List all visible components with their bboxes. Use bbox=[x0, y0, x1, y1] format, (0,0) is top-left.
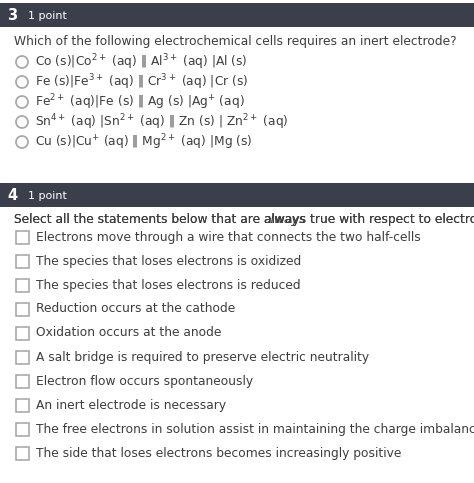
Text: Select all the statements below that are always true with respect to electrochem: Select all the statements below that are… bbox=[14, 213, 474, 226]
Text: Fe (s)|Fe$^{3+}$ (aq) $\|$ Cr$^{3+}$ (aq) |Cr (s): Fe (s)|Fe$^{3+}$ (aq) $\|$ Cr$^{3+}$ (aq… bbox=[35, 72, 248, 92]
FancyBboxPatch shape bbox=[16, 351, 29, 364]
Text: Reduction occurs at the cathode: Reduction occurs at the cathode bbox=[36, 302, 235, 315]
Text: always: always bbox=[264, 213, 306, 226]
FancyBboxPatch shape bbox=[16, 374, 29, 387]
FancyBboxPatch shape bbox=[16, 302, 29, 315]
FancyBboxPatch shape bbox=[16, 230, 29, 243]
Bar bbox=[0, 3, 474, 27]
Text: Oxidation occurs at the anode: Oxidation occurs at the anode bbox=[36, 327, 221, 340]
Text: 1 point: 1 point bbox=[28, 191, 67, 201]
Text: Electron flow occurs spontaneously: Electron flow occurs spontaneously bbox=[36, 374, 253, 387]
Text: The free electrons in solution assist in maintaining the charge imbalance: The free electrons in solution assist in… bbox=[36, 423, 474, 436]
FancyBboxPatch shape bbox=[16, 423, 29, 436]
FancyBboxPatch shape bbox=[16, 398, 29, 412]
Text: 3: 3 bbox=[7, 9, 17, 24]
Text: The species that loses electrons is reduced: The species that loses electrons is redu… bbox=[36, 279, 301, 292]
Text: Co (s)|Co$^{2+}$ (aq) $\|$ Al$^{3+}$ (aq) |Al (s): Co (s)|Co$^{2+}$ (aq) $\|$ Al$^{3+}$ (aq… bbox=[35, 52, 247, 72]
Text: Electrons move through a wire that connects the two half-cells: Electrons move through a wire that conne… bbox=[36, 230, 421, 243]
FancyBboxPatch shape bbox=[16, 446, 29, 459]
Bar bbox=[0, 183, 474, 207]
Text: Sn$^{4+}$ (aq) |Sn$^{2+}$ (aq) $\|$ Zn (s) | Zn$^{2+}$ (aq): Sn$^{4+}$ (aq) |Sn$^{2+}$ (aq) $\|$ Zn (… bbox=[35, 112, 289, 132]
FancyBboxPatch shape bbox=[16, 279, 29, 292]
Text: Select all the statements below that are always true with respect to electrochem: Select all the statements below that are… bbox=[14, 213, 474, 226]
FancyBboxPatch shape bbox=[16, 255, 29, 268]
Text: The side that loses electrons becomes increasingly positive: The side that loses electrons becomes in… bbox=[36, 446, 401, 459]
Text: An inert electrode is necessary: An inert electrode is necessary bbox=[36, 398, 226, 412]
Text: A salt bridge is required to preserve electric neutrality: A salt bridge is required to preserve el… bbox=[36, 351, 369, 364]
Text: 4: 4 bbox=[7, 188, 17, 203]
Text: Fe$^{2+}$ (aq)|Fe (s) $\|$ Ag (s) |Ag$^{+}$ (aq): Fe$^{2+}$ (aq)|Fe (s) $\|$ Ag (s) |Ag$^{… bbox=[35, 92, 245, 112]
Text: The species that loses electrons is oxidized: The species that loses electrons is oxid… bbox=[36, 255, 301, 268]
Text: 1 point: 1 point bbox=[28, 11, 67, 21]
Text: Which of the following electrochemical cells requires an inert electrode?: Which of the following electrochemical c… bbox=[14, 35, 456, 48]
FancyBboxPatch shape bbox=[16, 327, 29, 340]
Text: Cu (s)|Cu$^{+}$ (aq) $\|$ Mg$^{2+}$ (aq) |Mg (s): Cu (s)|Cu$^{+}$ (aq) $\|$ Mg$^{2+}$ (aq)… bbox=[35, 132, 253, 152]
